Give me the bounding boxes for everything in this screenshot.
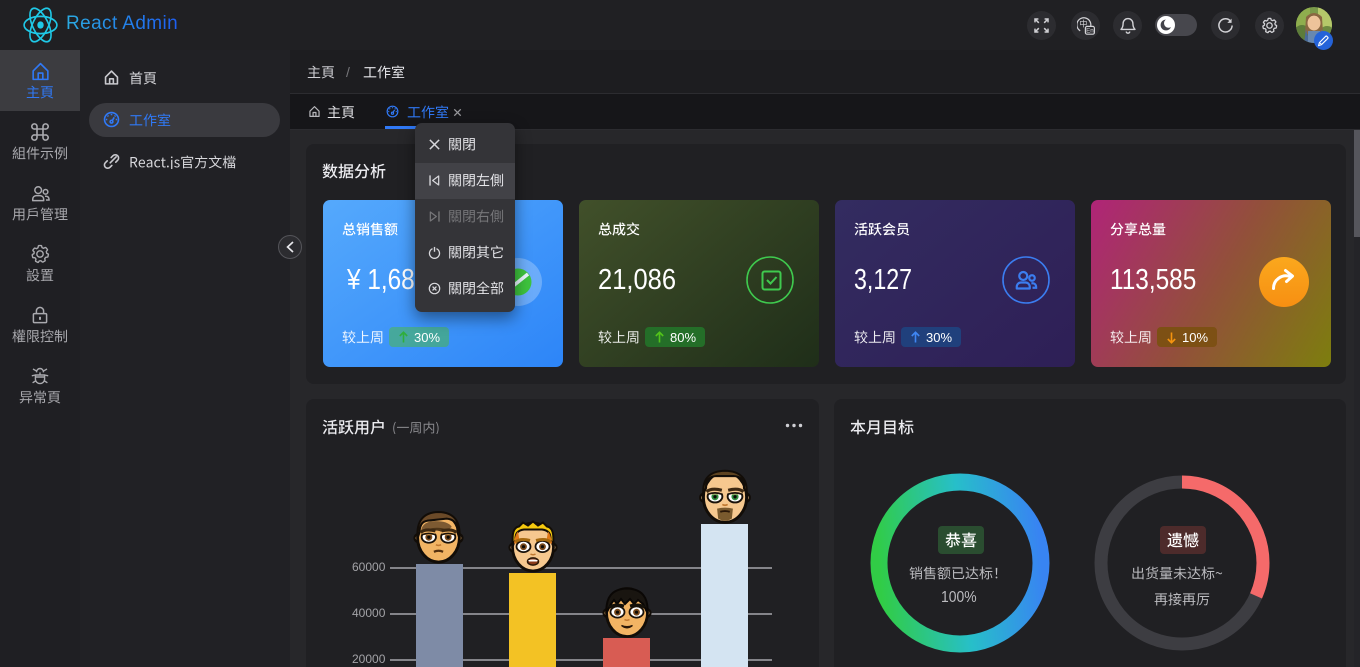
svg-text:En: En: [1086, 27, 1094, 34]
svg-text:中: 中: [1079, 18, 1087, 28]
